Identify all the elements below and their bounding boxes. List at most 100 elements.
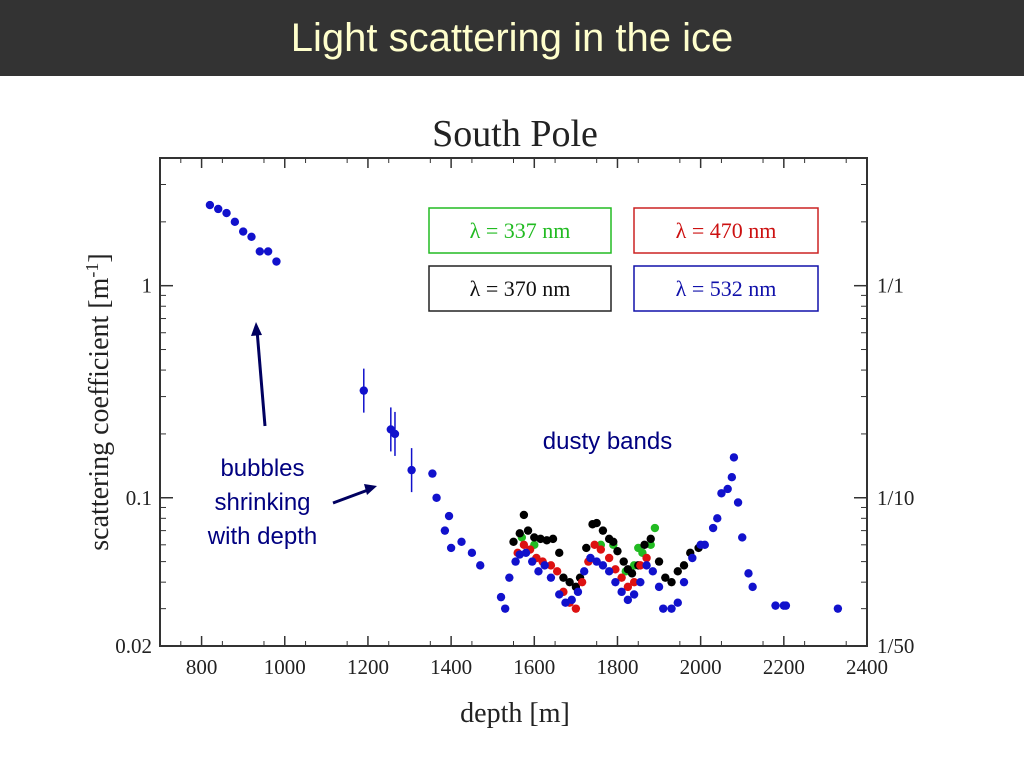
data-point [733,498,743,507]
y-right-tick-label: 1/10 [877,486,914,510]
data-points [205,200,843,613]
y-axis-label-superscript: -1 [82,263,102,278]
data-point [727,473,737,482]
data-point [833,604,843,613]
legend-label-470: λ = 470 nm [676,218,777,243]
data-point [667,604,676,613]
data-point [623,595,633,605]
data-point [586,553,595,563]
data-point [688,553,697,563]
data-point [611,577,620,587]
chart-title: South Pole [432,113,598,155]
data-point [654,557,664,566]
data-point [617,587,626,597]
x-tick-label: 1600 [513,655,555,679]
data-point [546,561,556,570]
title-bar [0,0,1024,76]
data-point [546,573,556,582]
data-point [623,582,633,592]
data-point [500,604,510,613]
data-point [571,604,581,613]
data-point [540,561,549,570]
data-point [654,582,664,592]
data-point [467,548,477,558]
data-point [738,533,747,542]
bubbles-annotation-line-2: shrinking [214,489,311,516]
y-tick-label: 0.1 [126,486,152,510]
y-tick-label: 0.02 [115,634,152,658]
y-axis-label-main: scattering coefficient [m [84,277,115,550]
x-axis-label: depth [m] [460,698,570,729]
data-point [523,526,533,535]
data-point [567,595,576,605]
data-point [548,534,558,544]
x-tick-label: 2000 [680,655,722,679]
data-point [509,537,518,546]
data-point [629,590,639,599]
data-point [592,518,601,528]
data-point [650,523,660,533]
x-tick-label: 2200 [763,655,805,679]
legend-label-532: λ = 532 nm [676,276,777,301]
series-3 [205,200,843,613]
data-point [446,543,456,553]
data-point [708,523,718,533]
data-point [555,548,564,558]
data-point [476,561,485,570]
data-point [230,217,240,227]
data-point [272,257,281,266]
y-right-tick-label: 1/50 [877,634,914,658]
data-point [604,567,614,576]
data-point [613,546,622,556]
data-point [659,604,668,613]
data-point [648,567,658,576]
data-point [700,540,710,550]
data-point [627,569,637,578]
data-point [519,540,529,550]
x-tick-label: 800 [186,655,218,679]
data-point [592,557,601,566]
bubbles-arrow-2 [332,488,369,505]
data-point [534,567,543,576]
y-axis-label: scattering coefficient [m-1] [82,253,115,550]
data-point [519,510,529,520]
y-right-tick-label: 1/1 [877,274,904,298]
bubbles-arrow-2-head [364,484,377,495]
data-point [619,557,628,566]
legend-label-337: λ = 337 nm [470,218,571,243]
data-point [598,526,608,535]
data-point [646,540,655,550]
data-point [667,577,676,587]
data-point [359,386,368,395]
bubbles-annotation-line-3: with depth [207,523,318,550]
y-axis-label-tail: ] [84,253,115,262]
data-point [642,561,651,570]
data-point [673,567,682,576]
data-point [390,429,400,439]
x-tick-label: 1200 [347,655,389,679]
data-point [552,567,562,576]
data-point [496,592,506,602]
y-tick-label: 1 [142,274,153,298]
data-point [582,543,591,553]
bubbles-arrow-1 [255,329,267,427]
data-point [263,247,273,256]
bubbles-arrow-1-head [251,322,262,336]
data-point [580,567,589,576]
data-point [771,601,780,610]
data-point [214,204,223,214]
data-point [511,557,520,566]
data-point [561,598,570,607]
data-point [407,465,416,475]
x-tick-label: 1400 [430,655,472,679]
data-point [238,227,248,236]
chart-background [93,92,940,768]
data-point [661,573,670,582]
data-point [528,557,537,566]
data-point [598,561,608,570]
data-point [515,529,524,538]
data-point [596,545,606,554]
data-point [428,469,437,478]
data-point [617,573,626,582]
